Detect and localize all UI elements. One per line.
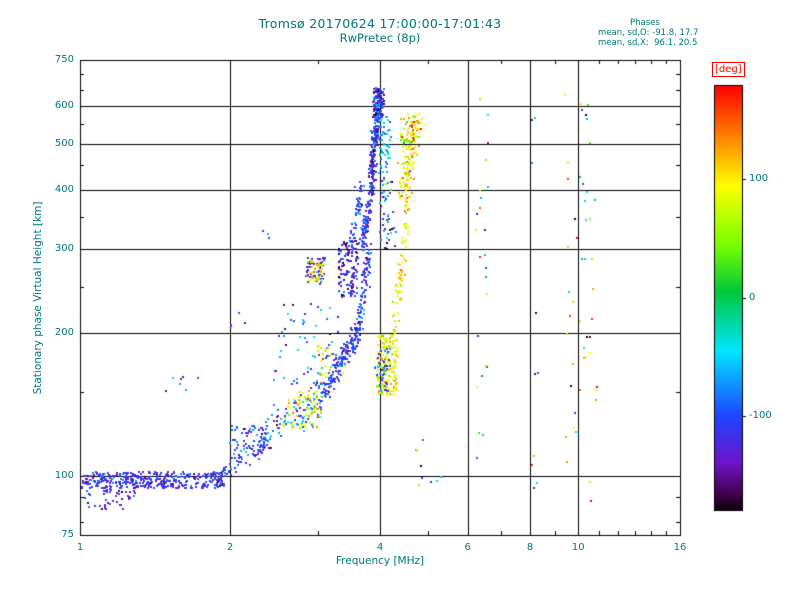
x-tick-label: 1	[76, 542, 84, 553]
phase-stats-x-mode: mean, sd,X: 96.1, 20.5	[598, 38, 698, 49]
colorbar-tick-label: 100	[749, 173, 769, 185]
x-tick-label: 2	[226, 542, 234, 553]
chart-title: Tromsø 20170624 17:00:00-17:01:43	[258, 16, 502, 31]
x-tick-label: 10	[571, 542, 585, 553]
phase-stats-header: Phases	[630, 18, 660, 28]
y-tick-label: 500	[54, 137, 74, 149]
colorbar-tick-label: 0	[749, 291, 756, 303]
x-axis-label: Frequency [MHz]	[335, 555, 425, 567]
x-tick-label: 4	[376, 542, 384, 553]
y-tick-label: 400	[54, 183, 74, 195]
y-tick-label: 600	[54, 100, 74, 112]
y-tick-label: 75	[61, 529, 74, 540]
phase-stats: Phases mean, sd,O: -91.8, 17.7 mean, sd,…	[598, 18, 718, 48]
y-tick-label: 100	[54, 469, 74, 481]
x-tick-label: 8	[526, 542, 534, 553]
x-tick-label: 6	[464, 542, 471, 553]
y-tick-label: 750	[54, 54, 74, 65]
colorbar-tick-label: -100	[749, 409, 772, 421]
y-tick-label: 300	[54, 243, 74, 255]
phase-stats-o-mode: mean, sd,O: -91.8, 17.7	[598, 28, 699, 39]
y-axis-label: Stationary phase Virtual Height [km]	[32, 201, 44, 395]
colorbar-units-label: [deg]	[712, 62, 745, 77]
y-tick-label: 200	[54, 326, 74, 338]
x-tick-label: 16	[673, 542, 687, 553]
chart-subtitle: RwPretec (8p)	[339, 31, 421, 45]
